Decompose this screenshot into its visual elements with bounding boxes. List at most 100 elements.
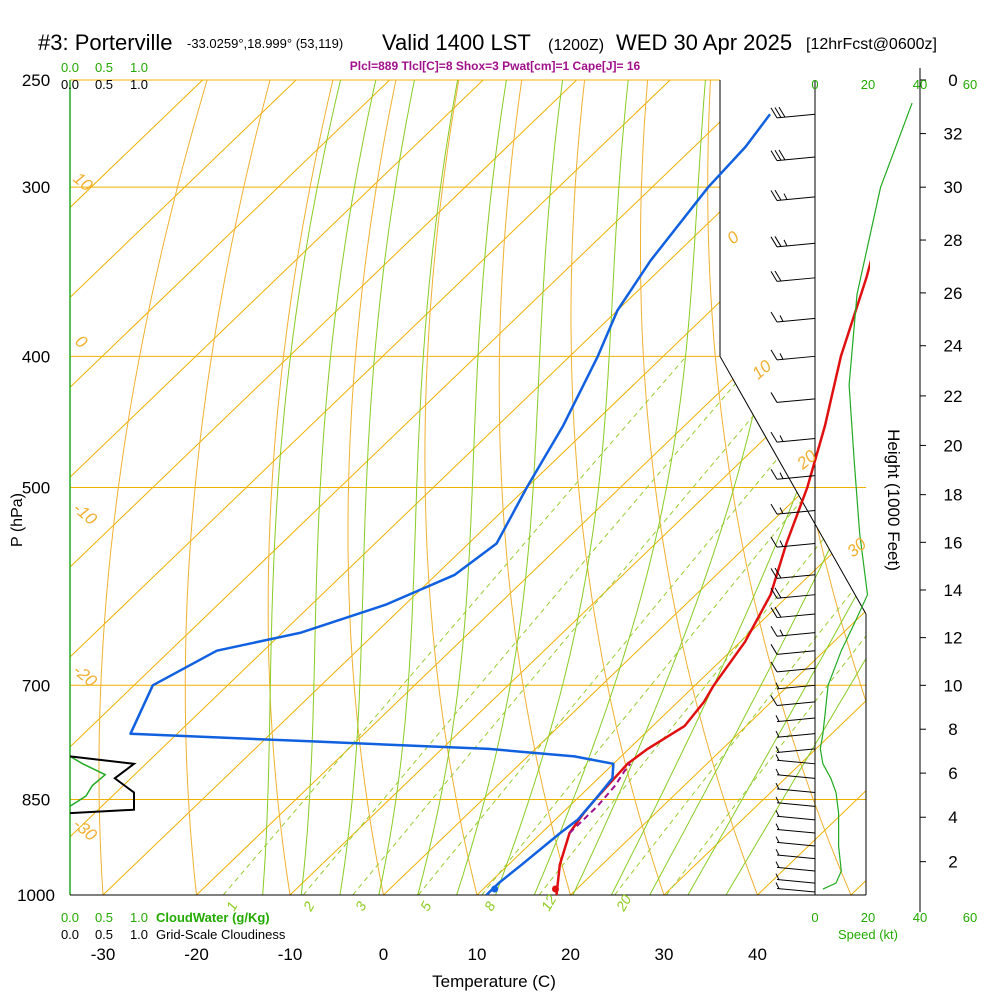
wind-barb bbox=[770, 311, 816, 323]
station-coords: -33.0259°,18.999° (53,119) bbox=[187, 36, 343, 51]
dry-adiabat-label-20: 20 bbox=[793, 446, 821, 474]
wind-barb bbox=[770, 587, 816, 599]
dry-adiabat-label-30: 30 bbox=[843, 534, 870, 561]
wind-barb bbox=[770, 468, 816, 480]
height-tick-16: 16 bbox=[944, 533, 963, 552]
dry-adiabat--20 bbox=[184, 80, 277, 895]
y-axis-title: P (hPa) bbox=[9, 493, 26, 547]
isotherm--20 bbox=[196, 80, 866, 895]
wind-barb bbox=[770, 236, 816, 248]
isotherm-30 bbox=[663, 80, 866, 895]
moist-adiabat-10 bbox=[446, 80, 567, 895]
dry-adiabat--30 bbox=[98, 80, 215, 895]
isotherm--10 bbox=[289, 80, 866, 895]
dry-adiabat-10 bbox=[424, 80, 485, 895]
speed-tick-bottom-0: 0 bbox=[811, 910, 818, 925]
valid-date: WED 30 Apr 2025 bbox=[616, 30, 792, 55]
wind-speed-line bbox=[819, 102, 913, 890]
wind-barb bbox=[775, 768, 816, 779]
moist-adiabat--2 bbox=[334, 80, 420, 895]
isotherm--80 bbox=[70, 80, 484, 895]
wind-barb bbox=[770, 503, 816, 515]
dry-adiabat-20 bbox=[498, 80, 580, 895]
moist-adiabat-6 bbox=[409, 80, 511, 895]
mixing-ratio-3 bbox=[352, 355, 805, 895]
wind-barb bbox=[775, 873, 816, 884]
speed-axis-title: Speed (kt) bbox=[838, 927, 898, 942]
mixing-ratio-label-20: 20 bbox=[612, 892, 634, 915]
moist-adiabat-22 bbox=[558, 80, 799, 895]
pressure-tick-700: 700 bbox=[22, 676, 50, 695]
height-tick-4: 4 bbox=[948, 808, 957, 827]
wind-barb bbox=[770, 349, 816, 361]
isotherm--90 bbox=[70, 80, 390, 895]
temperature-tick--10: -10 bbox=[278, 945, 303, 964]
wind-barb bbox=[770, 536, 816, 548]
wind-barb bbox=[775, 823, 816, 834]
temperature-line bbox=[555, 259, 870, 895]
height-tick-24: 24 bbox=[944, 337, 963, 356]
height-tick-22: 22 bbox=[944, 387, 963, 406]
cloud-water-line bbox=[69, 755, 107, 807]
height-tick-26: 26 bbox=[944, 284, 963, 303]
wind-barb bbox=[770, 189, 816, 202]
height-tick-8: 8 bbox=[948, 720, 957, 739]
mixing-ratio-lines bbox=[222, 355, 866, 895]
cloudwater-tick-top: 0.0 bbox=[61, 60, 79, 75]
forecast-run: [12hrFcst@0600z] bbox=[806, 36, 937, 53]
cloudiness-line bbox=[69, 755, 137, 815]
mixing-ratio-8 bbox=[481, 355, 866, 895]
height-axis-title: Height (1000 Feet) bbox=[884, 429, 903, 571]
wind-barb bbox=[775, 836, 816, 847]
mixing-ratio-label-5: 5 bbox=[417, 899, 435, 914]
moist-adiabat--6 bbox=[297, 80, 382, 895]
speed-tick-top-20: 20 bbox=[861, 77, 875, 92]
speed-tick-top-40: 40 bbox=[913, 77, 927, 92]
cloudwater-tick-bottom: 0.0 bbox=[61, 910, 79, 925]
pressure-tick-400: 400 bbox=[22, 347, 50, 366]
speed-tick-top-60: 60 bbox=[963, 77, 977, 92]
cloudiness-tick-top: 1.0 bbox=[130, 77, 148, 92]
wind-barb bbox=[775, 810, 816, 821]
temperature-tick-40: 40 bbox=[748, 945, 767, 964]
diagonal-border bbox=[719, 356, 867, 615]
pressure-tick-300: 300 bbox=[22, 178, 50, 197]
moist-adiabat-14 bbox=[484, 80, 632, 895]
wind-barb bbox=[775, 861, 816, 872]
isotherm--50 bbox=[70, 80, 764, 895]
height-tick-0: 0 bbox=[948, 71, 957, 90]
dry-adiabat-0 bbox=[347, 80, 402, 895]
mixing-ratio-label-2: 2 bbox=[299, 899, 317, 915]
sounding-profiles bbox=[129, 113, 870, 895]
height-tick-28: 28 bbox=[944, 231, 963, 250]
height-tick-30: 30 bbox=[944, 178, 963, 197]
isobar-lines bbox=[70, 79, 866, 896]
temperature-tick--20: -20 bbox=[184, 945, 209, 964]
pressure-tick-500: 500 bbox=[22, 479, 50, 498]
wind-barb bbox=[770, 106, 816, 119]
wind-barb bbox=[770, 625, 816, 637]
dry-adiabat-label-0: 0 bbox=[723, 227, 743, 248]
height-tick-12: 12 bbox=[944, 629, 963, 648]
temperature-tick-10: 10 bbox=[468, 945, 487, 964]
valid-utc: (1200Z) bbox=[548, 37, 604, 54]
moist-adiabat-18 bbox=[521, 80, 708, 895]
dewpoint-line bbox=[129, 113, 771, 895]
wind-barb bbox=[770, 392, 816, 403]
height-tick-2: 2 bbox=[948, 853, 957, 872]
wind-barb bbox=[770, 644, 816, 655]
dry-adiabat-90 bbox=[961, 56, 1000, 924]
dry-adiabat-left-label: 10 bbox=[69, 169, 96, 196]
plot-frame bbox=[69, 68, 921, 912]
wind-barb bbox=[775, 796, 816, 807]
cloudwater-tick-top: 1.0 bbox=[130, 60, 148, 75]
temperature-tick--30: -30 bbox=[91, 945, 116, 964]
moist-adiabat-34 bbox=[671, 80, 866, 895]
speed-tick-bottom-60: 60 bbox=[963, 910, 977, 925]
wind-speed-profile bbox=[819, 102, 913, 890]
wind-barb bbox=[775, 730, 816, 738]
pressure-tick-850: 850 bbox=[22, 790, 50, 809]
station-title: #3: Porterville bbox=[38, 30, 173, 55]
dry-adiabat-40 bbox=[640, 80, 770, 895]
